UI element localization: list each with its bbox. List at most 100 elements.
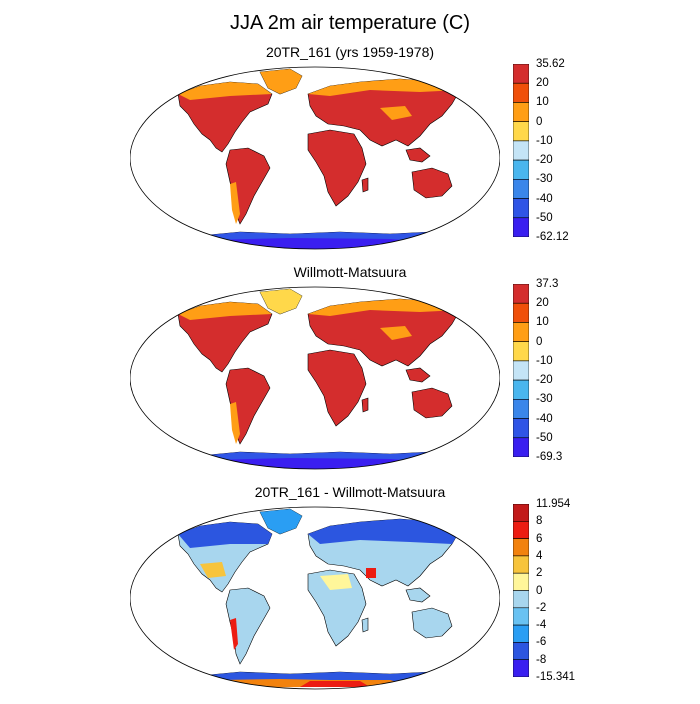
colorbar-swatch bbox=[513, 399, 529, 419]
colorbar-swatch bbox=[513, 624, 529, 643]
colorbar-swatch bbox=[513, 198, 529, 219]
panel-difference: 20TR_161 - Willmott-Matsuura 11.954 8 6 4 2 0… bbox=[0, 484, 700, 704]
land-australia bbox=[411, 387, 453, 419]
colorbar-tick-label: -15.341 bbox=[536, 671, 576, 683]
land-madagascar bbox=[361, 177, 369, 193]
land-madagascar bbox=[361, 617, 369, 633]
colorbar-tick-label: 8 bbox=[536, 515, 543, 528]
land-greenland-cap bbox=[260, 289, 302, 314]
map-boundary bbox=[130, 66, 500, 250]
colorbar-swatch bbox=[513, 284, 529, 304]
colorbar-swatch bbox=[513, 590, 529, 609]
land-africa bbox=[307, 569, 367, 647]
antarctica-interior bbox=[200, 238, 430, 249]
land-greenland-cap bbox=[260, 69, 302, 94]
colorbar-swatch bbox=[513, 379, 529, 400]
highland-andes bbox=[230, 402, 240, 444]
land-australia bbox=[411, 607, 453, 639]
colorbar-swatch bbox=[513, 140, 529, 161]
colorbar-swatch bbox=[513, 82, 529, 103]
bias-antarctica-core bbox=[300, 681, 370, 687]
map-boundary bbox=[130, 506, 500, 690]
colorbar bbox=[513, 284, 529, 457]
colorbar-swatch bbox=[513, 341, 529, 362]
world-map bbox=[130, 506, 500, 690]
colorbar-swatch bbox=[513, 217, 529, 237]
colorbar-swatch bbox=[513, 302, 529, 323]
colorbar-tick-label: 10 bbox=[536, 96, 549, 109]
colorbar-tick-label: -10 bbox=[536, 134, 553, 147]
colorbar-swatch bbox=[513, 159, 529, 180]
highland-tibet bbox=[380, 326, 412, 340]
bias-red-spot bbox=[366, 568, 376, 578]
land-africa bbox=[307, 129, 367, 207]
colorbar-tick-label: 0 bbox=[536, 584, 543, 597]
colorbar-swatch bbox=[513, 538, 529, 557]
colorbar-swatch bbox=[513, 572, 529, 591]
land-north-band bbox=[308, 299, 460, 316]
highland-tibet bbox=[380, 106, 412, 120]
colorbar-tick-label: -40 bbox=[536, 192, 553, 205]
colorbar-swatch bbox=[513, 418, 529, 439]
land-seasia bbox=[405, 587, 431, 603]
land-seasia bbox=[405, 367, 431, 383]
bias-us-warm bbox=[200, 562, 226, 578]
colorbar-tick-label: -69.3 bbox=[536, 451, 563, 463]
colorbar-tick-label: -30 bbox=[536, 173, 553, 186]
colorbar-swatch bbox=[513, 555, 529, 574]
colorbar-tick-label: 4 bbox=[536, 549, 543, 562]
panel-title: 20TR_161 - Willmott-Matsuura bbox=[254, 484, 446, 500]
map-boundary bbox=[130, 286, 500, 470]
colorbar-swatch bbox=[513, 322, 529, 342]
colorbar-tick-label: -10 bbox=[536, 354, 553, 367]
colorbar-tick-label: -20 bbox=[536, 374, 553, 387]
colorbar bbox=[513, 64, 529, 237]
colorbar-swatch bbox=[513, 64, 529, 84]
bias-sahara bbox=[320, 574, 352, 590]
land-namerica bbox=[177, 81, 273, 153]
colorbar-swatch bbox=[513, 179, 529, 199]
land-namerica bbox=[177, 301, 273, 373]
colorbar-tick-label: 2 bbox=[536, 567, 543, 580]
colorbar-swatch bbox=[513, 520, 529, 539]
land-north-band bbox=[308, 79, 460, 96]
land-north-band bbox=[178, 302, 272, 320]
colorbar-tick-label: -40 bbox=[536, 412, 553, 425]
colorbar-tick-label: 11.954 bbox=[536, 498, 571, 510]
colorbar-tick-label: 10 bbox=[536, 316, 549, 329]
world-map bbox=[130, 66, 500, 250]
panel-title: 20TR_161 (yrs 1959-1978) bbox=[265, 44, 435, 60]
colorbar bbox=[513, 504, 529, 677]
colorbar-swatch bbox=[513, 360, 529, 381]
colorbar-tick-label: -6 bbox=[536, 636, 547, 649]
colorbar-tick-label: -2 bbox=[536, 601, 547, 614]
land-australia bbox=[411, 167, 453, 199]
land-north-band bbox=[178, 82, 272, 100]
colorbar-tick-label: 35.62 bbox=[536, 58, 565, 70]
colorbar-swatch bbox=[513, 659, 529, 677]
colorbar-swatch bbox=[513, 437, 529, 457]
colorbar-swatch bbox=[513, 504, 529, 522]
colorbar-tick-label: 20 bbox=[536, 77, 549, 90]
panel-title: Willmott-Matsuura bbox=[293, 264, 407, 280]
figure-title: JJA 2m air temperature (C) bbox=[229, 12, 471, 34]
colorbar-tick-label: -50 bbox=[536, 431, 553, 444]
colorbar-tick-label: 20 bbox=[536, 297, 549, 310]
antarctica-interior bbox=[200, 458, 430, 469]
colorbar-tick-label: -4 bbox=[536, 619, 547, 632]
highland-andes bbox=[230, 182, 240, 224]
bias-north-eurasia bbox=[308, 519, 460, 544]
bias-north-america bbox=[178, 522, 272, 548]
colorbar-tick-label: 0 bbox=[536, 115, 543, 128]
colorbar-tick-label: -30 bbox=[536, 393, 553, 406]
world-map bbox=[130, 286, 500, 470]
colorbar-swatch bbox=[513, 102, 529, 122]
land-madagascar bbox=[361, 397, 369, 413]
land-seasia bbox=[405, 147, 431, 163]
colorbar-swatch bbox=[513, 121, 529, 142]
bias-greenland bbox=[260, 509, 302, 534]
colorbar-tick-label: -50 bbox=[536, 211, 553, 224]
panel-observed: Willmott-Matsuura 37.3 20 10 0 -10 -20 -30 -40 -… bbox=[0, 264, 700, 484]
land-africa bbox=[307, 349, 367, 427]
panel-model: 20TR_161 (yrs 1959-1978) 35.62 20 10 0 -10 -2… bbox=[0, 44, 700, 264]
